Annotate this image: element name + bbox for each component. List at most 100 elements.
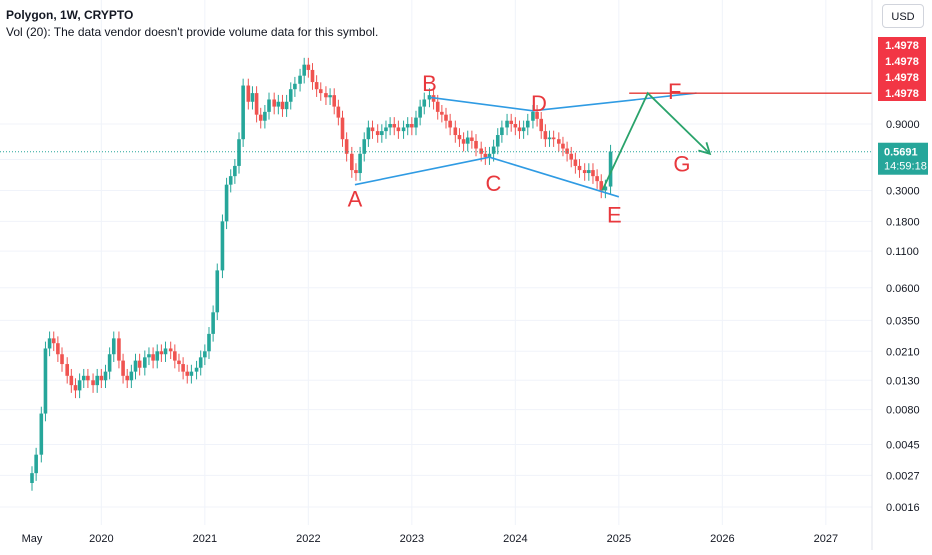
candle-body [293,83,297,90]
candle-body [185,371,190,376]
candle-body [366,127,371,140]
candle-body [543,131,548,140]
candle-body [302,64,307,76]
pattern-label-e: E [607,202,622,227]
candle [207,327,211,360]
candle [531,105,535,129]
candle [254,86,259,123]
candle [30,466,34,491]
candle [185,364,190,384]
candle-body [34,454,38,474]
candle-body [448,120,452,128]
candle-body [500,127,504,136]
candle-body [129,371,134,381]
candle-body [591,170,595,177]
candle-body [298,75,302,84]
current-price-label: 0.5691 [884,147,918,159]
candle [539,111,544,139]
candle-body [422,99,427,107]
candle [129,364,134,389]
candle [461,132,466,152]
candle [340,110,345,147]
pattern-line [489,156,620,198]
candle [189,364,194,384]
current-price-tag-bg [878,142,928,175]
candle-body [392,124,397,128]
candle-body [246,85,251,102]
candle-body [344,139,349,154]
candle [521,120,526,139]
currency-button[interactable]: USD [882,4,924,28]
candle-body [557,139,561,144]
candle [91,373,95,393]
candle-body [258,114,263,121]
candle-body [440,111,444,115]
candle-body [362,139,367,154]
price-axis: 0.90000.50000.30000.18000.11000.06000.03… [871,0,928,550]
candle [65,357,69,384]
candle [241,78,245,147]
candle-body [143,357,147,368]
candle-body [73,385,78,391]
candle [388,117,392,136]
level-price-tag-label: 1.4978 [885,56,919,68]
candle [354,163,358,181]
candle [500,120,504,143]
candle-body [418,106,422,118]
candle-body [159,351,164,355]
grid [0,0,872,525]
candle [111,331,116,362]
candle [591,163,595,184]
candle [203,344,207,366]
price-tick-label: 0.0600 [886,283,920,295]
candle-body [194,367,199,372]
candle [474,134,478,157]
pattern-line [532,92,697,112]
candle [422,92,427,115]
candle-body [375,131,380,136]
candle-body [405,124,410,128]
candle [525,113,530,136]
candle-body [599,181,604,191]
candle-body [181,364,185,372]
symbol-title[interactable]: Polygon, 1W, CRYPTO [6,8,134,22]
current-price-tag: 0.5691 14:59:18 [878,142,928,175]
time-axis-label: 2021 [193,533,217,545]
pattern-labels: A B C D E F G [348,71,691,227]
candle [577,159,582,178]
price-tick-label: 0.3000 [886,185,920,197]
candle-body [380,131,384,136]
candle [444,107,448,129]
candle-body [203,351,207,358]
candle-body [254,93,259,115]
candle-body [479,148,483,154]
candle-body [483,153,488,158]
candle [272,92,276,115]
candle-body [211,312,215,334]
candle-body [228,176,233,185]
candle-body [241,85,245,140]
candle [306,57,311,78]
candle [163,341,168,362]
candle [137,353,142,376]
candle-body [350,153,354,171]
candle-body [384,127,388,132]
time-axis-label: 2027 [814,533,838,545]
candle [228,169,233,193]
time-axis-label: May [22,533,43,545]
candle [573,152,578,174]
candle [267,92,271,120]
candle-body [43,348,48,414]
candle [324,86,328,106]
candle-body [288,89,293,102]
candle-body [573,159,578,166]
candle [483,146,488,165]
level-price-tag-label: 1.4978 [885,88,919,100]
candle [95,368,100,393]
candle-body [177,360,181,365]
candle-body [525,120,530,128]
candle [608,144,613,195]
candle-body [233,165,237,177]
candle [380,124,384,143]
